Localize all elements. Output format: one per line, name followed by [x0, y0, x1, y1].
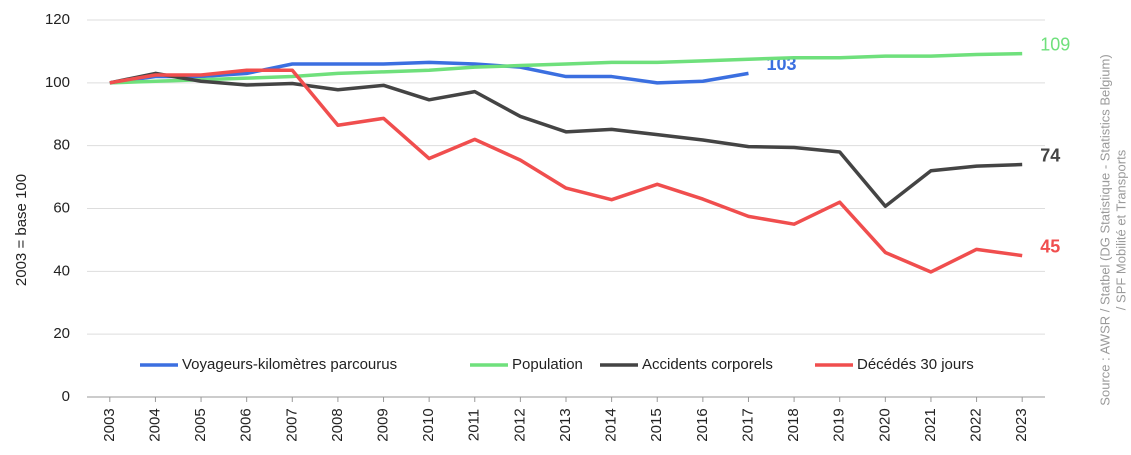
x-tick-label: 2003	[101, 408, 118, 441]
x-tick-label: 2006	[238, 408, 255, 441]
x-tick-label: 2021	[922, 408, 939, 441]
y-tick-label: 40	[53, 262, 70, 279]
data-label: 45	[1040, 236, 1060, 256]
y-tick-label: 60	[53, 199, 70, 216]
y-tick-label: 100	[45, 74, 70, 91]
legend-label: Accidents corporels	[642, 356, 773, 373]
data-label: 109	[1040, 34, 1070, 54]
y-tick-label: 20	[53, 325, 70, 342]
x-tick-label: 2004	[146, 408, 163, 441]
x-tick-label: 2012	[511, 408, 528, 441]
series-line	[109, 60, 749, 85]
x-tick-label: 2023	[1013, 408, 1030, 441]
legend-label: Population	[512, 356, 583, 373]
y-tick-label: 80	[53, 137, 70, 154]
series-line	[109, 68, 1023, 274]
x-tick-label: 2008	[329, 408, 346, 441]
source: / SPF Mobilité et Transports	[1113, 149, 1128, 310]
legend-label: Décédés 30 jours	[857, 356, 974, 373]
data-label: 74	[1040, 145, 1060, 165]
x-tick-label: 2015	[648, 408, 665, 441]
x-tick-label: 2009	[374, 408, 391, 441]
x-tick-label: 2005	[192, 408, 209, 441]
series-line	[109, 71, 1023, 209]
x-tick-label: 2007	[283, 408, 300, 441]
legend-label: Voyageurs-kilomètres parcourus	[182, 356, 397, 373]
x-tick-label: 2020	[876, 408, 893, 441]
x-tick-label: 2013	[557, 408, 574, 441]
source: Source : AWSR / Statbel (DG Statistique …	[1097, 54, 1112, 405]
x-tick-label: 2014	[603, 408, 620, 441]
x-tick-label: 2022	[968, 408, 985, 441]
series-line	[109, 51, 1023, 85]
x-tick-label: 2016	[694, 408, 711, 441]
x-tick-label: 2019	[831, 408, 848, 441]
x-tick-label: 2017	[739, 408, 756, 441]
x-tick-label: 2018	[785, 408, 802, 441]
y-axis-label: 2003 = base 100	[13, 174, 30, 286]
y-tick-label: 0	[62, 388, 70, 405]
x-tick-label: 2010	[420, 408, 437, 441]
y-tick-label: 120	[45, 11, 70, 28]
x-tick-label: 2011	[466, 409, 483, 441]
